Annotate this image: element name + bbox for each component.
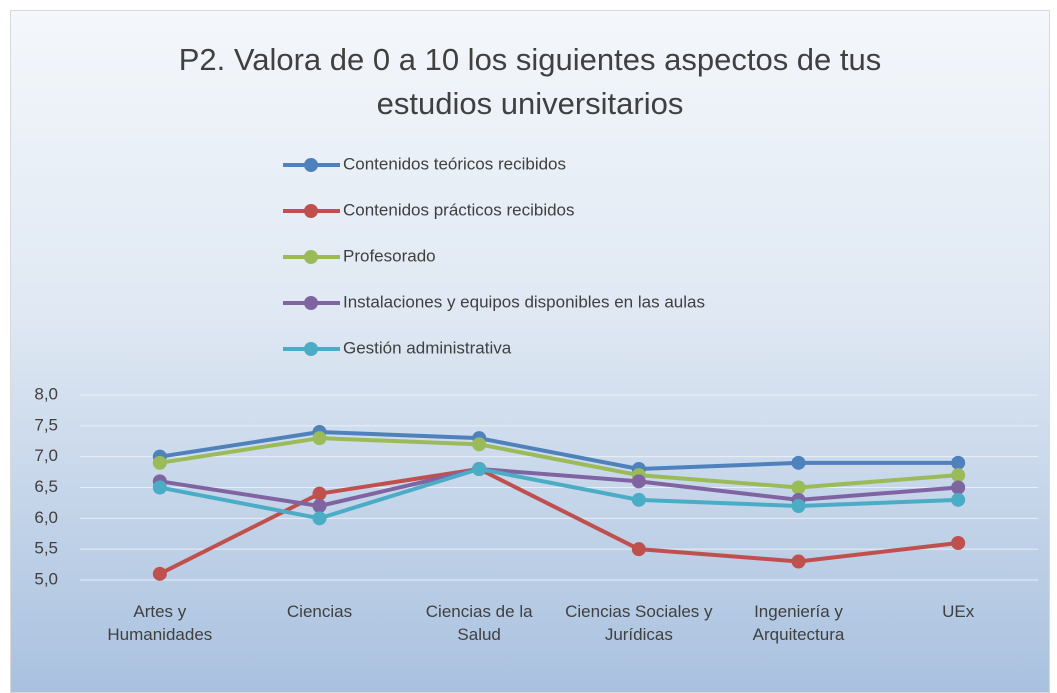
point (791, 499, 806, 513)
point (951, 480, 966, 495)
legend-marker (304, 158, 318, 172)
x-tick-label: UEx (942, 602, 975, 621)
chart-title: P2. Valora de 0 a 10 los siguientes aspe… (178, 42, 882, 121)
y-tick-label: 8,0 (34, 384, 58, 403)
series-line (158, 467, 959, 576)
point (312, 486, 327, 501)
chart-area (10, 10, 1050, 693)
x-tick-label: Artes y Humanidades (107, 602, 213, 644)
legend-label: Instalaciones y equipos disponibles en l… (343, 292, 705, 311)
legend-marker (304, 250, 318, 264)
series-line (159, 467, 959, 508)
series-line (159, 430, 959, 471)
point (791, 554, 806, 569)
point (472, 437, 487, 452)
point (791, 480, 806, 495)
y-tick-label: 6,5 (34, 477, 58, 496)
legend-label: Gestión administrativa (343, 338, 512, 357)
point (631, 542, 646, 557)
legend-label: Contenidos teóricos recibidos (343, 154, 566, 173)
point (951, 492, 966, 507)
y-tick-label: 5,0 (34, 569, 58, 588)
point (152, 480, 167, 495)
y-tick-label: 5,5 (34, 539, 58, 558)
point (951, 536, 966, 550)
point (152, 566, 167, 581)
legend-marker (304, 204, 318, 218)
point (472, 462, 487, 476)
series-line (159, 436, 959, 490)
series-line (159, 467, 959, 521)
x-tick-label: Ingeniería y Arquitectura (752, 602, 845, 644)
point (631, 492, 646, 507)
x-tick-label: Ciencias (286, 602, 353, 621)
y-tick-label: 7,0 (34, 446, 58, 465)
y-tick-label: 6,0 (34, 508, 58, 527)
legend-marker (304, 296, 318, 310)
legend-label: Contenidos prácticos recibidos (343, 200, 575, 219)
point (791, 455, 806, 470)
y-tick-label: 7,5 (34, 415, 58, 434)
legend-label: Profesorado (343, 246, 436, 265)
point (951, 455, 966, 470)
point (312, 499, 327, 513)
legend-marker (304, 342, 318, 356)
point (631, 474, 646, 489)
point (312, 511, 327, 526)
point (312, 431, 327, 446)
x-tick-label: Ciencias de la Salud (425, 602, 533, 644)
point (951, 468, 966, 483)
x-tick-label: Ciencias Sociales y Jurídicas (565, 602, 713, 644)
point (152, 455, 167, 470)
